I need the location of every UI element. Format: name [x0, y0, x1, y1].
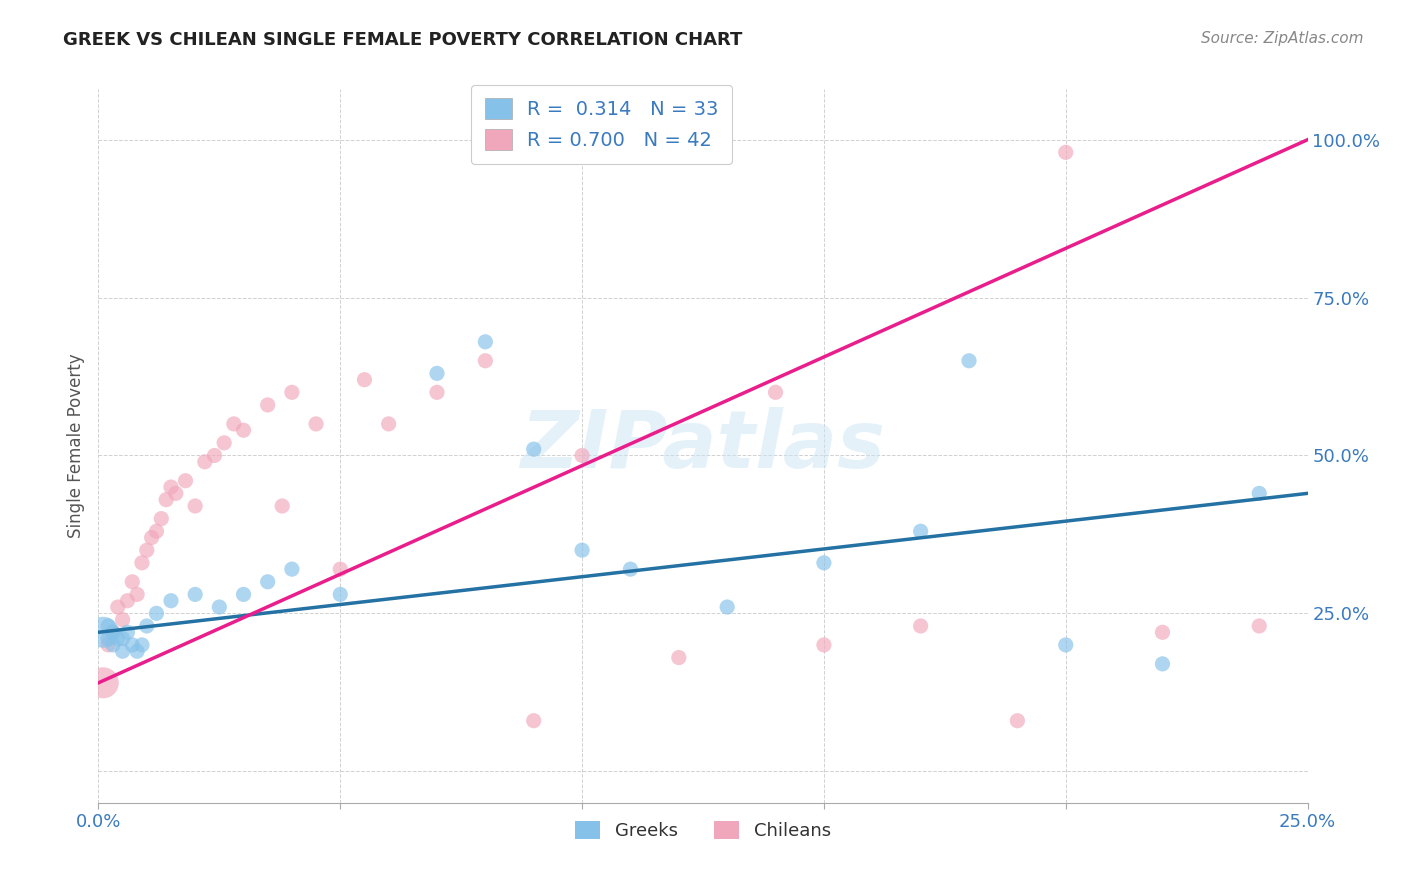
Point [127, 644, 149, 658]
Point [208, 600, 231, 615]
Point [121, 574, 143, 589]
Point [571, 543, 593, 558]
Point [107, 632, 129, 646]
Point [145, 607, 167, 621]
Point [1249, 619, 1271, 633]
Legend: Greeks, Chileans: Greeks, Chileans [568, 814, 838, 847]
Point [910, 619, 932, 633]
Point [329, 587, 352, 601]
Point [91, 675, 114, 690]
Text: ZIPatlas: ZIPatlas [520, 407, 886, 485]
Point [97, 632, 120, 646]
Point [91, 625, 114, 640]
Point [97, 638, 120, 652]
Point [117, 625, 139, 640]
Point [101, 638, 124, 652]
Point [127, 587, 149, 601]
Point [111, 632, 134, 646]
Point [131, 638, 153, 652]
Point [716, 600, 738, 615]
Point [194, 455, 217, 469]
Point [281, 562, 304, 576]
Point [111, 613, 134, 627]
Point [281, 385, 304, 400]
Point [1054, 145, 1077, 160]
Point [184, 587, 207, 601]
Point [256, 574, 278, 589]
Point [117, 593, 139, 607]
Point [1249, 486, 1271, 500]
Point [1007, 714, 1029, 728]
Point [131, 556, 153, 570]
Point [97, 619, 120, 633]
Point [232, 587, 254, 601]
Point [377, 417, 399, 431]
Point [184, 499, 207, 513]
Point [135, 619, 157, 633]
Point [910, 524, 932, 539]
Point [232, 423, 254, 437]
Point [813, 556, 835, 570]
Point [107, 600, 129, 615]
Point [160, 593, 183, 607]
Point [271, 499, 294, 513]
Point [135, 543, 157, 558]
Point [150, 511, 173, 525]
Text: Source: ZipAtlas.com: Source: ZipAtlas.com [1201, 31, 1364, 46]
Point [256, 398, 278, 412]
Text: GREEK VS CHILEAN SINGLE FEMALE POVERTY CORRELATION CHART: GREEK VS CHILEAN SINGLE FEMALE POVERTY C… [63, 31, 742, 49]
Point [174, 474, 197, 488]
Point [305, 417, 328, 431]
Y-axis label: Single Female Poverty: Single Female Poverty [66, 354, 84, 538]
Point [1152, 657, 1174, 671]
Point [474, 334, 496, 349]
Point [813, 638, 835, 652]
Point [165, 486, 187, 500]
Point [329, 562, 352, 576]
Point [1054, 638, 1077, 652]
Point [765, 385, 787, 400]
Point [668, 650, 690, 665]
Point [222, 417, 245, 431]
Point [571, 449, 593, 463]
Point [145, 524, 167, 539]
Point [111, 644, 134, 658]
Point [353, 373, 375, 387]
Point [212, 435, 235, 450]
Point [101, 625, 124, 640]
Point [1152, 625, 1174, 640]
Point [204, 449, 226, 463]
Point [426, 367, 449, 381]
Point [121, 638, 143, 652]
Point [101, 625, 124, 640]
Point [141, 531, 163, 545]
Point [474, 353, 496, 368]
Point [619, 562, 641, 576]
Point [523, 442, 546, 457]
Point [155, 492, 177, 507]
Point [523, 714, 546, 728]
Point [957, 353, 980, 368]
Point [160, 480, 183, 494]
Point [426, 385, 449, 400]
